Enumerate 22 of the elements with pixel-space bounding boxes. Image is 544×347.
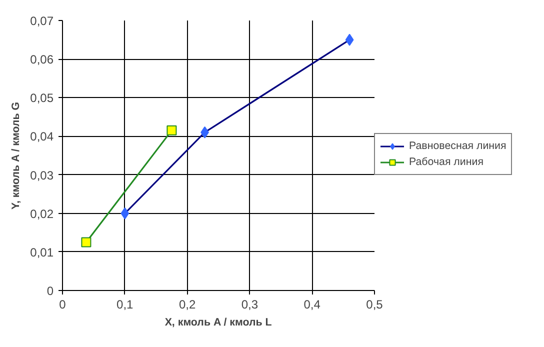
- y-tick-label: 0,06: [30, 52, 54, 67]
- point: [345, 34, 354, 46]
- x-tick-label: 0,2: [178, 298, 196, 312]
- x-tick-label: 0: [59, 298, 66, 312]
- y-tick-label: 0,07: [30, 14, 54, 28]
- y-tick-label: 0,01: [30, 245, 54, 260]
- point: [81, 237, 92, 248]
- point: [120, 207, 130, 220]
- y-tick-label: 0: [46, 284, 54, 298]
- y-axis-title: Y, кмоль A / кмоль G: [10, 102, 22, 210]
- x-tick-label: 0,1: [116, 298, 134, 312]
- legend-label: Рабочая линия: [409, 155, 484, 169]
- y-tick-label: 0,03: [30, 168, 54, 182]
- x-axis-title: X, кмоль A / кмоль L: [164, 316, 272, 328]
- point: [166, 125, 177, 136]
- x-tick-label: 0,4: [304, 298, 321, 312]
- y-tick-label: 0,05: [30, 91, 54, 106]
- x-tick-label: 0,3: [241, 298, 258, 312]
- y-tick-label: 0,04: [30, 130, 54, 144]
- y-tick-label: 0,02: [30, 206, 54, 221]
- x-tick-label: 0,5: [366, 298, 384, 312]
- legend-label: Равновесная линия: [409, 139, 506, 153]
